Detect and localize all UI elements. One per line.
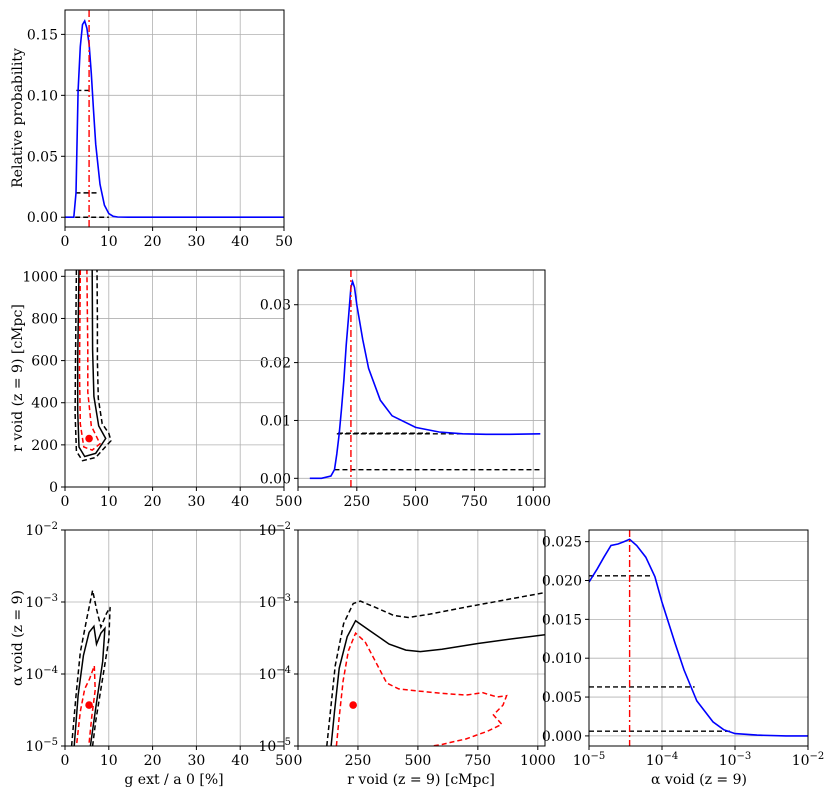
x-tick-label: 30 [187,494,205,510]
y-tick-label: 0.015 [542,612,582,628]
panel-alpha-pdf: 10−5 10−4 10−3 10−2 0.000 0.005 0.010 0.015 0.02… [542,529,825,769]
pdf-curve [589,538,808,737]
y-tick-label: 0.15 [27,27,58,43]
x-tick-label: 750 [464,753,491,769]
y-tick-label: 200 [31,438,58,454]
x-tick-label: 10−5 [573,751,606,769]
y-tick-label: 10−3 [258,593,291,611]
axes-frame [64,9,285,228]
xlabel-rvoid: r void (z = 9) [cMpc] [347,772,495,788]
x-tick-label: 500 [405,753,432,769]
y-tick-label: 10−2 [258,521,291,539]
red-dashed-contour [76,665,96,744]
axes-frame [64,529,285,747]
y-tick-label: 0.00 [260,471,291,487]
best-fit-point [349,701,357,709]
axes-frame [64,269,285,488]
panel-g-vs-rvoid: 0 10 20 30 40 50 0 200 400 600 800 1000 [22,269,293,510]
y-tick-label: 10−3 [25,593,58,611]
x-tick-label: 30 [187,234,205,250]
x-tick-label: 10 [100,494,118,510]
x-tick-label: 750 [461,494,488,510]
panel-rvoid-pdf: 0 250 500 750 1000 0.00 0.01 0.02 0.03 [260,269,551,510]
y-tick-label: 600 [31,354,58,370]
y-tick-label: 0.02 [260,356,291,372]
x-tick-label: 0 [61,753,70,769]
pdf-curve [65,19,284,218]
y-tick-label: 0 [49,480,58,496]
x-tick-label: 40 [231,234,249,250]
y-tick-label: 0.000 [542,729,582,745]
x-tick-label: 0 [294,753,303,769]
y-tick-label: 0.05 [27,149,58,165]
xlabel-g-ext: g ext / a 0 [%] [124,772,223,788]
y-tick-label: 0.01 [260,413,291,429]
best-fit-point [85,434,93,443]
x-tick-label: 250 [343,494,370,510]
black-dashed-contour [74,270,112,462]
x-tick-label: 10−2 [792,751,825,769]
x-tick-label: 50 [275,753,293,769]
y-tick-label: 0.010 [542,651,582,667]
black-solid-contour [76,270,107,458]
x-tick-label: 20 [144,753,162,769]
y-tick-label: 0.03 [260,298,291,314]
y-tick-label: 1000 [22,269,58,285]
x-tick-label: 0 [61,234,70,250]
best-fit-point [85,701,93,709]
x-tick-label: 1000 [515,494,551,510]
x-tick-label: 40 [231,753,249,769]
x-tick-label: 0 [61,494,70,510]
x-tick-label: 20 [144,234,162,250]
y-tick-label: 0.10 [27,88,58,104]
x-tick-label: 10 [100,753,118,769]
y-tick-label: 10−5 [25,737,58,755]
y-tick-label: 400 [31,396,58,412]
x-tick-label: 10−3 [719,751,752,769]
x-tick-label: 500 [402,494,429,510]
x-tick-label: 50 [275,234,293,250]
y-tick-label: 800 [31,311,58,327]
y-tick-label: 10−2 [25,521,58,539]
axes-frame [588,529,809,747]
y-tick-label: 10−4 [25,665,58,683]
axes-frame [297,269,546,488]
x-tick-label: 40 [231,494,249,510]
x-tick-label: 1000 [520,753,556,769]
black-solid-contour [73,624,106,746]
axes-frame [297,529,546,747]
black-dashed-contour [70,590,111,746]
y-tick-label: 10−4 [258,665,291,683]
black-solid-contour [330,619,545,746]
ylabel-alpha-void: α void (z = 9) [10,590,26,686]
y-tick-label: 0.025 [542,535,582,551]
x-tick-label: 20 [144,494,162,510]
x-tick-label: 50 [275,494,293,510]
black-dashed-contour [326,591,545,746]
y-tick-label: 0.005 [542,690,582,706]
x-tick-label: 10−4 [646,751,679,769]
x-tick-label: 250 [345,753,372,769]
panel-g-vs-alpha: 0 10 20 30 40 50 10−5 10−4 10−3 10−2 [25,521,292,769]
y-tick-label: 0.020 [542,574,582,590]
xlabel-alpha-void: α void (z = 9) [651,772,747,788]
ylabel-relative-probability: Relative probability [10,48,26,188]
y-tick-label: 0.00 [27,210,58,226]
x-tick-label: 30 [187,753,205,769]
pdf-curve [309,278,541,480]
ylabel-rvoid: r void (z = 9) [cMpc] [10,304,26,452]
panel-g-pdf: 0 10 20 30 40 50 0.00 0.05 0.10 0.15 [27,9,293,250]
x-tick-label: 0 [294,494,303,510]
red-dashed-contour [78,270,101,451]
red-dashed-contour [335,631,508,746]
x-tick-label: 10 [100,234,118,250]
